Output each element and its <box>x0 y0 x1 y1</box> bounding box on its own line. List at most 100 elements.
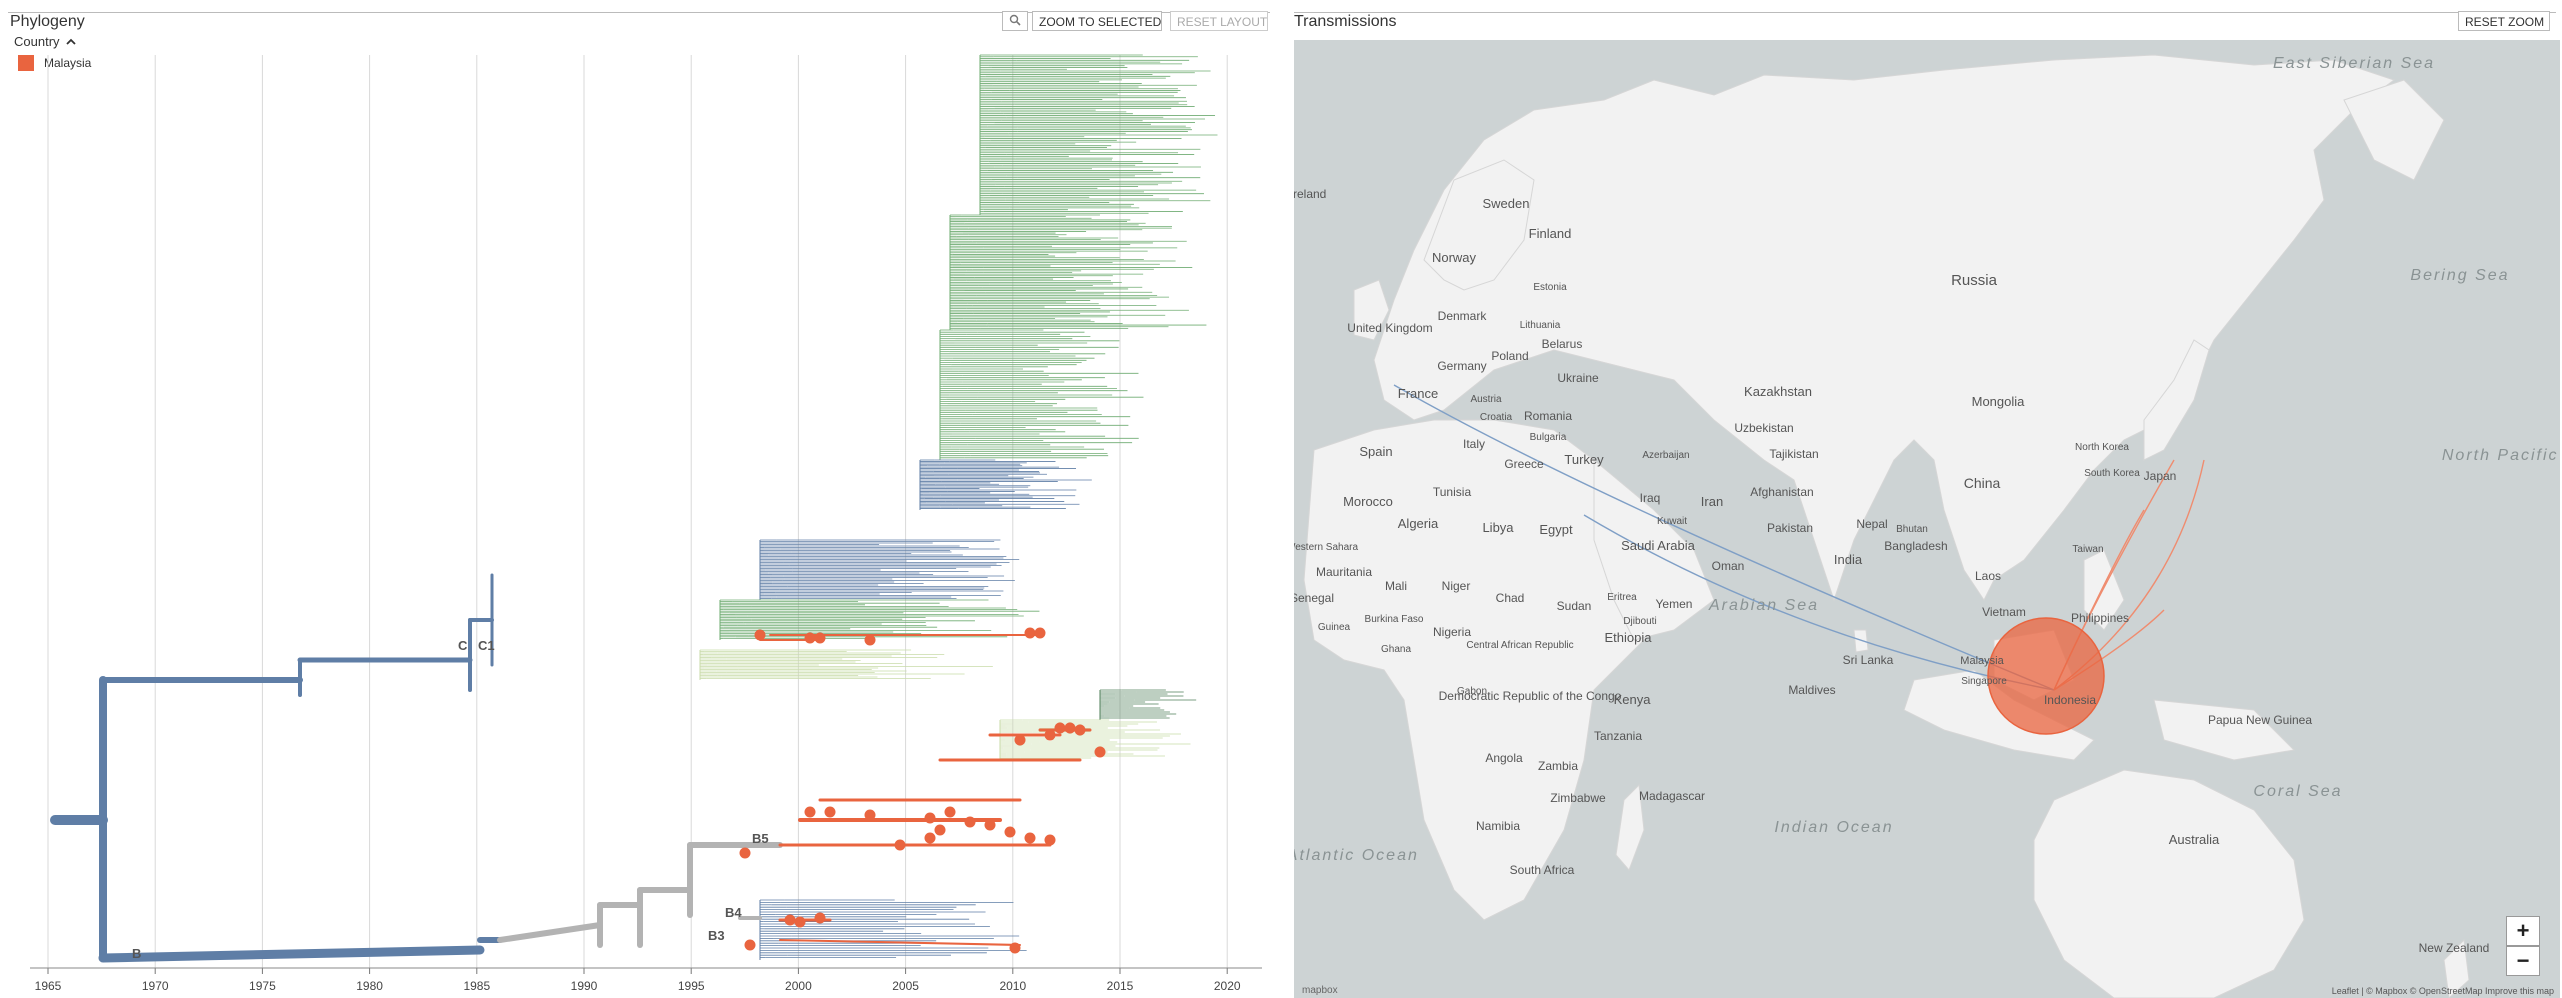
malaysia-tip-node[interactable] <box>1074 724 1086 736</box>
country-label: Finland <box>1529 226 1572 241</box>
search-button[interactable] <box>1002 11 1028 31</box>
landmass-britain <box>1353 279 1390 341</box>
malaysia-tip-node[interactable] <box>1024 627 1036 639</box>
country-label: Tunisia <box>1433 485 1472 499</box>
country-label: Turkey <box>1564 452 1604 467</box>
tree-branch[interactable] <box>98 945 485 963</box>
zoom-in-button[interactable]: + <box>2506 916 2540 946</box>
legend-swatch-malaysia[interactable] <box>18 55 34 71</box>
country-label: Guinea <box>1318 622 1351 633</box>
transmissions-title: Transmissions <box>1294 13 1397 30</box>
transmission-line[interactable] <box>1393 384 2055 691</box>
country-label: Russia <box>1951 272 1998 289</box>
reset-zoom-button[interactable]: RESET ZOOM <box>2458 11 2550 31</box>
country-label: Austria <box>1470 394 1502 405</box>
country-label: Egypt <box>1539 522 1573 537</box>
legend-toggle[interactable]: Country <box>14 34 76 49</box>
sea-label: Coral Sea <box>2253 783 2342 800</box>
malaysia-tip-node[interactable] <box>1064 722 1076 734</box>
malaysia-tip-node[interactable] <box>1014 734 1026 746</box>
clade-label: B5 <box>752 831 769 846</box>
malaysia-tip-node[interactable] <box>934 824 946 836</box>
country-label: Philippines <box>2071 611 2129 625</box>
country-label: Spain <box>1359 444 1392 459</box>
country-label: Western Sahara <box>1294 542 1358 553</box>
malaysia-tip-node[interactable] <box>1044 729 1056 741</box>
landmass-philippines <box>2083 549 2125 631</box>
country-label: Singapore <box>1961 676 2007 687</box>
tree-branch[interactable] <box>779 939 1021 946</box>
malaysia-tip-node[interactable] <box>1094 746 1106 758</box>
country-label: China <box>1964 475 2001 491</box>
map-attribution[interactable]: Leaflet | © Mapbox © OpenStreetMap Impro… <box>2331 986 2554 996</box>
landmass-madagascar <box>1615 783 1645 871</box>
country-label: Ukraine <box>1557 371 1599 385</box>
malaysia-tip-node[interactable] <box>739 847 751 859</box>
clade-label: C1 <box>478 638 495 653</box>
malaysia-tip-node[interactable] <box>814 912 826 924</box>
malaysia-tip-node[interactable] <box>1054 722 1066 734</box>
sea-label: Bering Sea <box>2410 267 2509 284</box>
malaysia-tip-node[interactable] <box>1034 627 1046 639</box>
country-label: Denmark <box>1438 309 1488 323</box>
reset-layout-button[interactable]: RESET LAYOUT <box>1170 11 1268 31</box>
clade-label: C <box>458 638 468 653</box>
malaysia-tip-node[interactable] <box>754 629 766 641</box>
country-label: Maldives <box>1788 683 1835 697</box>
country-label: Estonia <box>1533 282 1567 293</box>
country-label: Libya <box>1482 520 1514 535</box>
malaysia-tip-node[interactable] <box>864 809 876 821</box>
sea-label: Arabian Sea <box>1708 597 1819 614</box>
axis-tick-label: 1965 <box>35 979 62 993</box>
landmass-africa <box>1303 419 1675 921</box>
malaysia-tip-node[interactable] <box>744 939 756 951</box>
country-label: Madagascar <box>1639 789 1705 803</box>
country-label: Indonesia <box>2044 693 2096 707</box>
country-label: Germany <box>1437 359 1486 373</box>
country-label: France <box>1398 386 1438 401</box>
country-label: Iraq <box>1640 491 1661 505</box>
country-label: Lithuania <box>1520 320 1561 331</box>
malaysia-tip-node[interactable] <box>924 832 936 844</box>
malaysia-tip-node[interactable] <box>1024 832 1036 844</box>
malaysia-transmission-marker[interactable] <box>1987 617 2105 735</box>
malaysia-tip-node[interactable] <box>1004 826 1016 838</box>
malaysia-tip-node[interactable] <box>864 634 876 646</box>
malaysia-tip-node[interactable] <box>824 806 836 818</box>
malaysia-tip-node[interactable] <box>1044 834 1056 846</box>
panel-divider <box>8 12 1270 13</box>
legend-label-malaysia[interactable]: Malaysia <box>44 56 92 70</box>
tree-branch[interactable] <box>497 922 603 943</box>
landmass-new-guinea <box>2153 699 2296 761</box>
malaysia-tip-node[interactable] <box>804 806 816 818</box>
malaysia-tip-node[interactable] <box>784 914 796 926</box>
country-label: Tajikistan <box>1769 447 1818 461</box>
country-label: Sudan <box>1557 599 1592 613</box>
malaysia-tip-node[interactable] <box>1009 942 1021 954</box>
axis-tick-label: 1995 <box>678 979 705 993</box>
landmass-eurasia <box>1373 54 2396 602</box>
malaysia-tip-node[interactable] <box>944 806 956 818</box>
malaysia-tip-node[interactable] <box>924 812 936 824</box>
country-label: Poland <box>1491 349 1528 363</box>
axis-tick-label: 2010 <box>999 979 1026 993</box>
malaysia-tip-node[interactable] <box>794 916 806 928</box>
clade-label: B4 <box>725 905 742 920</box>
country-label: Malaysia <box>1960 655 2004 667</box>
malaysia-tip-node[interactable] <box>894 839 906 851</box>
zoom-out-button[interactable]: − <box>2506 946 2540 976</box>
transmission-line[interactable] <box>1583 514 2055 691</box>
mapbox-logo[interactable]: mapbox <box>1302 985 1338 996</box>
malaysia-tip-node[interactable] <box>804 632 816 644</box>
malaysia-tip-node[interactable] <box>814 632 826 644</box>
malaysia-tip-node[interactable] <box>964 816 976 828</box>
magnifier-icon <box>1009 14 1021 26</box>
transmission-map[interactable]: Russia Sweden Finland Norway Estonia Denmark U… <box>1294 40 2560 998</box>
country-label: Bangladesh <box>1884 539 1947 553</box>
country-label: Belarus <box>1542 337 1583 351</box>
country-label: Tanzania <box>1594 729 1642 743</box>
zoom-to-selected-button[interactable]: ZOOM TO SELECTED <box>1032 11 1162 31</box>
malaysia-tip-node[interactable] <box>984 819 996 831</box>
country-label: Vietnam <box>1982 605 2026 619</box>
